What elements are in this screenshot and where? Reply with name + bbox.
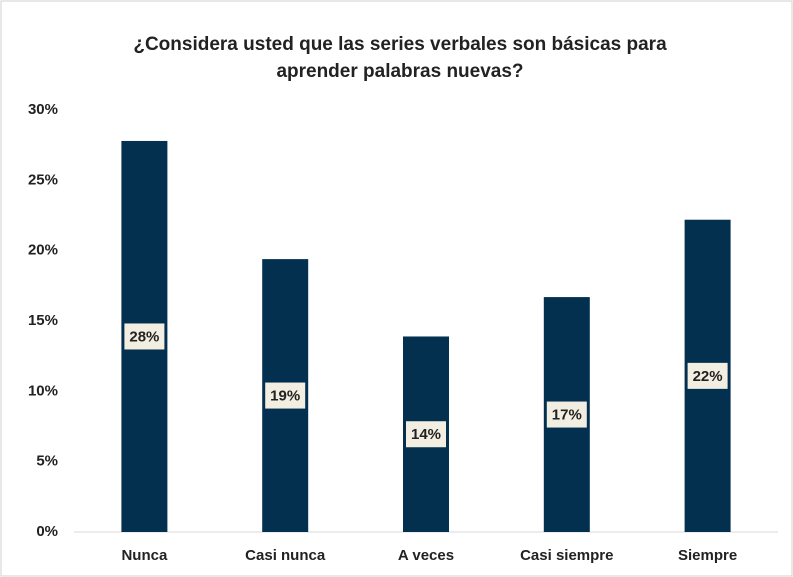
data-label-box <box>265 382 306 409</box>
chart-title: aprender palabras nuevas? <box>276 61 523 82</box>
data-label: 22% <box>693 368 723 385</box>
y-tick-label: 5% <box>36 453 58 470</box>
x-tick-label: Nunca <box>121 547 168 564</box>
data-label: 28% <box>129 328 159 345</box>
x-tick-label: A veces <box>398 547 454 564</box>
y-tick-label: 0% <box>36 523 58 540</box>
y-tick-label: 15% <box>28 312 58 329</box>
y-tick-label: 20% <box>28 242 58 259</box>
x-tick-label: Casi nunca <box>245 547 326 564</box>
y-tick-label: 30% <box>28 101 58 118</box>
x-tick-label: Siempre <box>678 547 737 564</box>
x-tick-label: Casi siempre <box>520 547 613 564</box>
y-tick-label: 25% <box>28 171 58 188</box>
y-tick-label: 10% <box>28 382 58 399</box>
data-label: 14% <box>411 426 441 443</box>
data-label-box <box>124 323 165 350</box>
data-label: 19% <box>270 388 300 405</box>
chart-title: ¿Considera usted que las series verbales… <box>133 34 667 55</box>
data-label-box <box>406 421 446 448</box>
data-label-box <box>687 362 728 389</box>
data-label: 17% <box>552 407 582 424</box>
data-label-box <box>546 401 587 428</box>
